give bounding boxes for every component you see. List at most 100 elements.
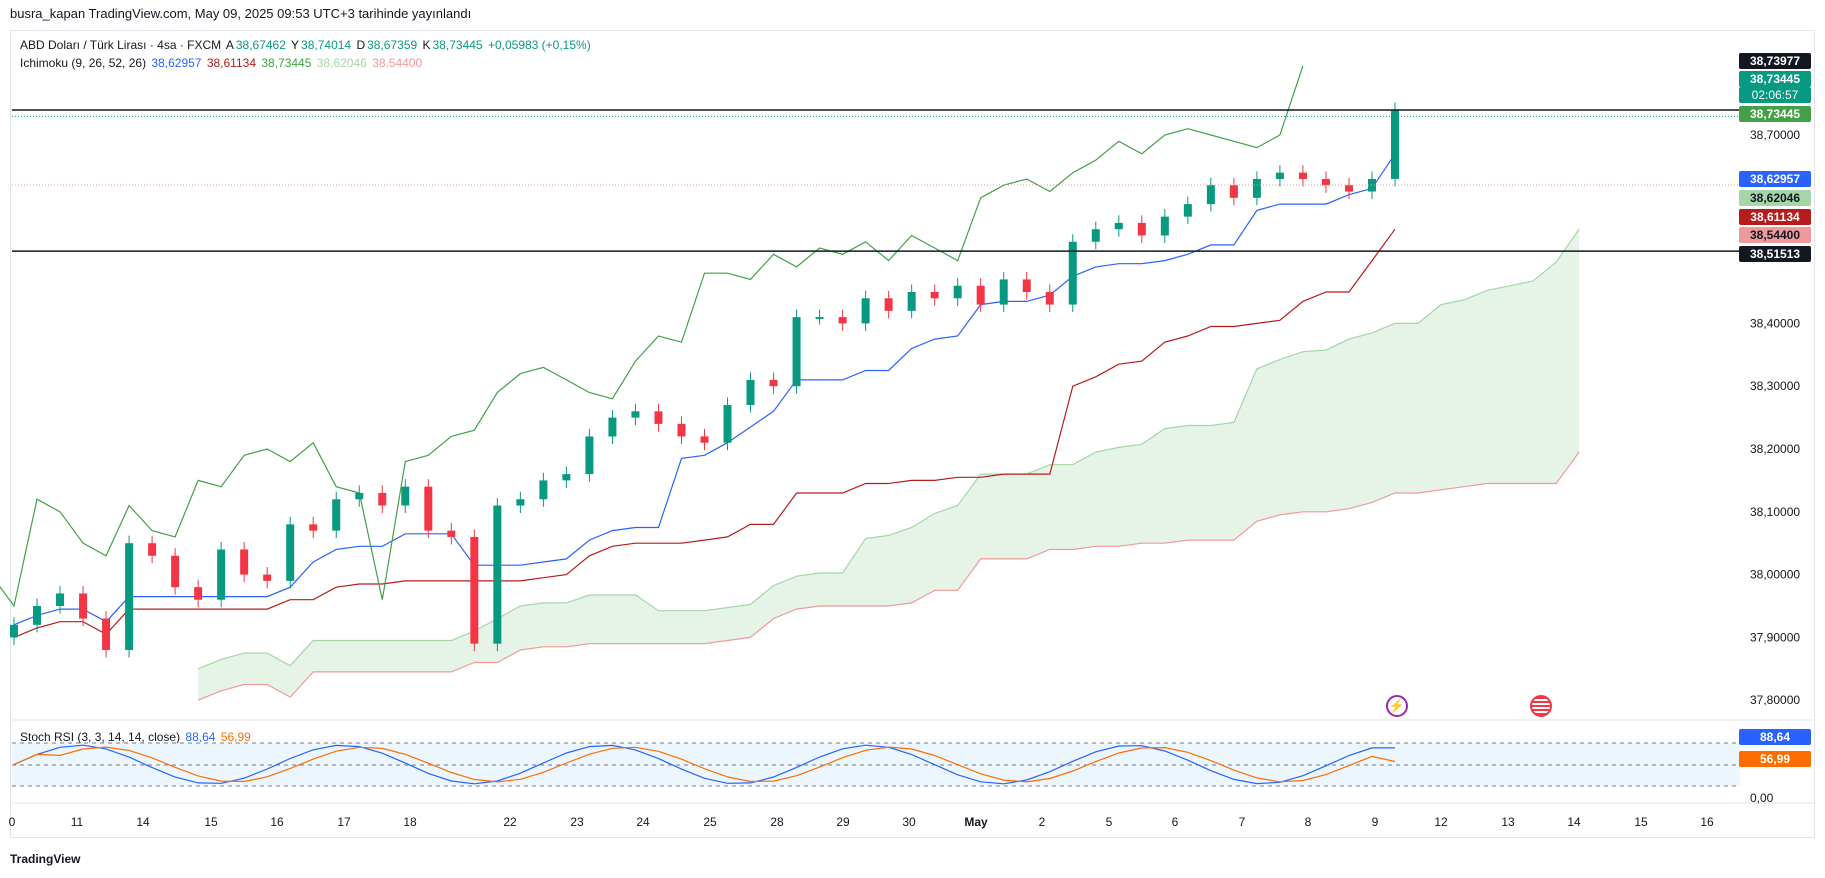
ichimoku-legend: Ichimoku (9, 26, 52, 26) 38,62957 38,611… xyxy=(20,56,424,70)
x-tick-label: 17 xyxy=(337,815,351,829)
y-tick-label: 38,20000 xyxy=(1750,442,1800,456)
ichimoku-lead-a-line xyxy=(197,228,1580,670)
x-tick-label: 14 xyxy=(136,815,150,829)
lightning-icon[interactable]: ⚡ xyxy=(1386,695,1408,717)
candle-body xyxy=(976,285,985,305)
candle-body xyxy=(194,587,203,600)
candle-body xyxy=(677,423,686,437)
stoch-label-d: 56,99 xyxy=(1739,751,1811,767)
candle-body xyxy=(10,624,18,638)
candle-body xyxy=(33,606,42,625)
candle-body xyxy=(102,618,111,650)
candle-body xyxy=(723,405,732,443)
candle-body xyxy=(792,317,801,387)
candle-body xyxy=(1160,216,1169,236)
y-tick-label: 37,90000 xyxy=(1750,630,1800,644)
x-tick-label: 0 xyxy=(9,815,16,829)
candle-body xyxy=(1091,229,1100,242)
stoch-k-value: 88,64 xyxy=(185,730,216,744)
price-label-lagging: 38,73445 xyxy=(1739,106,1811,122)
candle-body xyxy=(401,486,410,506)
price-label-base: 38,61134 xyxy=(1739,209,1811,225)
candle-body xyxy=(562,474,571,481)
x-tick-label: 22 xyxy=(503,815,517,829)
candle-body xyxy=(539,480,548,500)
candle-body xyxy=(171,555,180,588)
candle-body xyxy=(654,411,663,424)
candle-body xyxy=(79,593,88,619)
candle-body xyxy=(1275,172,1284,179)
publish-line: busra_kapan TradingView.com, May 09, 202… xyxy=(10,6,472,21)
candle-body xyxy=(240,549,249,575)
candle-body xyxy=(217,549,226,600)
stoch-label: Stoch RSI (3, 3, 14, 14, close) xyxy=(20,730,181,744)
symbol-name: ABD Doları / Türk Lirası · 4sa · FXCM xyxy=(20,38,222,52)
x-tick-label: 14 xyxy=(1567,815,1581,829)
x-tick-label: 6 xyxy=(1172,815,1179,829)
price-label-hline: 38,51513 xyxy=(1739,246,1811,262)
stoch-d-line xyxy=(13,746,1396,783)
ichimoku-base-line xyxy=(13,228,1396,638)
close-value: 38,73445 xyxy=(432,38,483,52)
price-label-countdown: 02:06:57 xyxy=(1739,87,1811,103)
y-tick-label: 37,80000 xyxy=(1750,693,1800,707)
chart-frame xyxy=(10,30,1815,838)
open-value: 38,67462 xyxy=(235,38,286,52)
x-tick-label: 8 xyxy=(1305,815,1312,829)
candle-body xyxy=(700,436,709,443)
x-tick-label: 13 xyxy=(1501,815,1515,829)
candle-body xyxy=(516,499,525,506)
candle-body xyxy=(1183,204,1192,217)
candle-body xyxy=(930,292,939,299)
candle-body xyxy=(493,505,502,644)
stoch-k-line xyxy=(13,744,1395,785)
price-label-top: 38,73977 xyxy=(1739,53,1811,69)
x-tick-label: 5 xyxy=(1106,815,1113,829)
ichimoku-label: Ichimoku (9, 26, 52, 26) xyxy=(20,56,147,70)
candle-body xyxy=(1137,222,1146,236)
y-tick-label: 38,70000 xyxy=(1750,128,1800,142)
x-tick-label: 24 xyxy=(636,815,650,829)
candle-body xyxy=(148,543,157,556)
change-value: +0,05983 (+0,15%) xyxy=(487,38,591,52)
y-tick-label: 38,30000 xyxy=(1750,379,1800,393)
candle-body xyxy=(746,379,755,406)
x-tick-label: 18 xyxy=(403,815,417,829)
stoch-d-value: 56,99 xyxy=(220,730,251,744)
x-tick-label: 30 xyxy=(902,815,916,829)
x-tick-label: 11 xyxy=(71,815,84,829)
candle-body xyxy=(309,524,318,531)
y-tick-label: 38,40000 xyxy=(1750,316,1800,330)
price-label-lead-b: 38,54400 xyxy=(1739,227,1811,243)
us-flag-icon[interactable] xyxy=(1530,695,1552,717)
y-tick-label: 38,00000 xyxy=(1750,568,1800,582)
candle-body xyxy=(125,543,134,650)
candle-body xyxy=(1229,185,1238,198)
footer-brand: TradingView xyxy=(10,852,81,866)
x-tick-label: 29 xyxy=(836,815,850,829)
candle-body xyxy=(263,574,272,581)
x-tick-label: 16 xyxy=(1700,815,1714,829)
candle-body xyxy=(1298,172,1307,179)
candle-body xyxy=(838,317,847,324)
price-label-last: 38,73445 xyxy=(1739,71,1811,87)
x-tick-label: 9 xyxy=(1372,815,1379,829)
candle-body xyxy=(332,499,341,531)
candle-body xyxy=(884,298,893,311)
x-tick-label: 12 xyxy=(1434,815,1448,829)
candle-body xyxy=(355,492,364,500)
high-value: 38,74014 xyxy=(301,38,352,52)
candle-body xyxy=(861,298,870,324)
candle-body xyxy=(1321,178,1330,186)
ichimoku-lead-b-line xyxy=(197,451,1580,701)
candle-body xyxy=(631,411,640,418)
ichimoku-lead-a: 38,62046 xyxy=(316,56,367,70)
x-tick-label: 23 xyxy=(570,815,584,829)
candle-body xyxy=(585,436,594,475)
x-tick-label: 15 xyxy=(1634,815,1648,829)
candle-body xyxy=(1206,185,1215,205)
ichimoku-base: 38,61134 xyxy=(206,56,256,70)
x-tick-label: May xyxy=(964,815,988,829)
